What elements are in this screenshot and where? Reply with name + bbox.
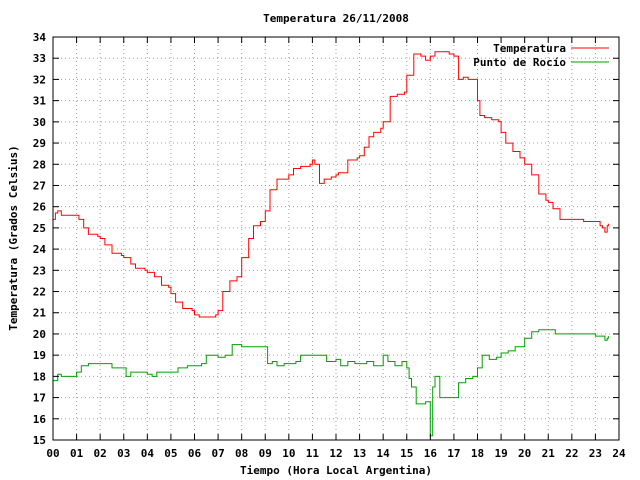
x-tick-label: 03: [117, 447, 130, 460]
x-tick-label: 05: [164, 447, 177, 460]
y-tick-label: 34: [33, 31, 47, 44]
x-tick-label: 24: [612, 447, 626, 460]
y-tick-label: 18: [33, 370, 46, 383]
y-tick-label: 31: [33, 95, 47, 108]
chart-title: Temperatura 26/11/2008: [263, 12, 409, 25]
x-tick-label: 06: [188, 447, 202, 460]
x-tick-label: 00: [46, 447, 59, 460]
y-tick-label: 17: [33, 392, 46, 405]
x-tick-label: 12: [329, 447, 342, 460]
x-tick-label: 09: [259, 447, 272, 460]
series-line-punto-de-rocio: [53, 329, 609, 437]
x-tick-label: 17: [447, 447, 460, 460]
y-tick-label: 25: [33, 222, 46, 235]
y-tick-label: 27: [33, 179, 46, 192]
x-tick-label: 19: [494, 447, 507, 460]
x-tick-label: 04: [141, 447, 155, 460]
x-tick-label: 21: [542, 447, 556, 460]
x-tick-label: 23: [589, 447, 602, 460]
y-tick-label: 21: [33, 307, 47, 320]
x-tick-label: 07: [211, 447, 224, 460]
legend-label-temperatura: Temperatura: [493, 42, 566, 55]
x-tick-label: 01: [70, 447, 84, 460]
y-tick-labels: 15 16 17 18 19 20 21 22 23 24 25 26 27 28 29 30 31 32 33 34: [33, 31, 47, 447]
x-tick-labels: 00 01 02 03 04 05 06 07 08 09 10 11 12 13 14 15 16 17 18 19…: [46, 447, 626, 460]
x-tick-label: 10: [282, 447, 295, 460]
y-tick-label: 22: [33, 286, 46, 299]
x-tick-label: 20: [518, 447, 531, 460]
y-tick-label: 19: [33, 349, 46, 362]
y-tick-label: 30: [33, 116, 46, 129]
series-line-temperatura: [53, 51, 609, 318]
axis-ticks: [52, 36, 620, 441]
y-tick-label: 20: [33, 328, 46, 341]
y-tick-label: 28: [33, 158, 46, 171]
y-tick-label: 23: [33, 264, 46, 277]
x-tick-label: 08: [235, 447, 248, 460]
x-tick-label: 16: [424, 447, 438, 460]
series-layer: [53, 51, 609, 437]
y-tick-label: 29: [33, 137, 46, 150]
x-tick-label: 15: [400, 447, 413, 460]
y-tick-label: 33: [33, 52, 46, 65]
y-axis-label: Temperatura (Grados Celsius): [7, 145, 20, 330]
x-tick-label: 11: [306, 447, 320, 460]
x-tick-label: 18: [471, 447, 484, 460]
y-tick-label: 24: [33, 243, 47, 256]
legend-label-punto-de-rocio: Punto de Rocío: [473, 56, 566, 69]
y-tick-label: 15: [33, 434, 46, 447]
y-tick-label: 32: [33, 73, 46, 86]
y-tick-label: 26: [33, 201, 47, 214]
legend: Temperatura Punto de Rocío: [473, 42, 609, 69]
x-tick-label: 02: [94, 447, 107, 460]
x-tick-label: 22: [565, 447, 578, 460]
x-tick-label: 13: [353, 447, 366, 460]
y-tick-label: 16: [33, 413, 47, 426]
x-tick-label: 14: [377, 447, 391, 460]
x-axis-label: Tiempo (Hora Local Argentina): [240, 464, 432, 477]
